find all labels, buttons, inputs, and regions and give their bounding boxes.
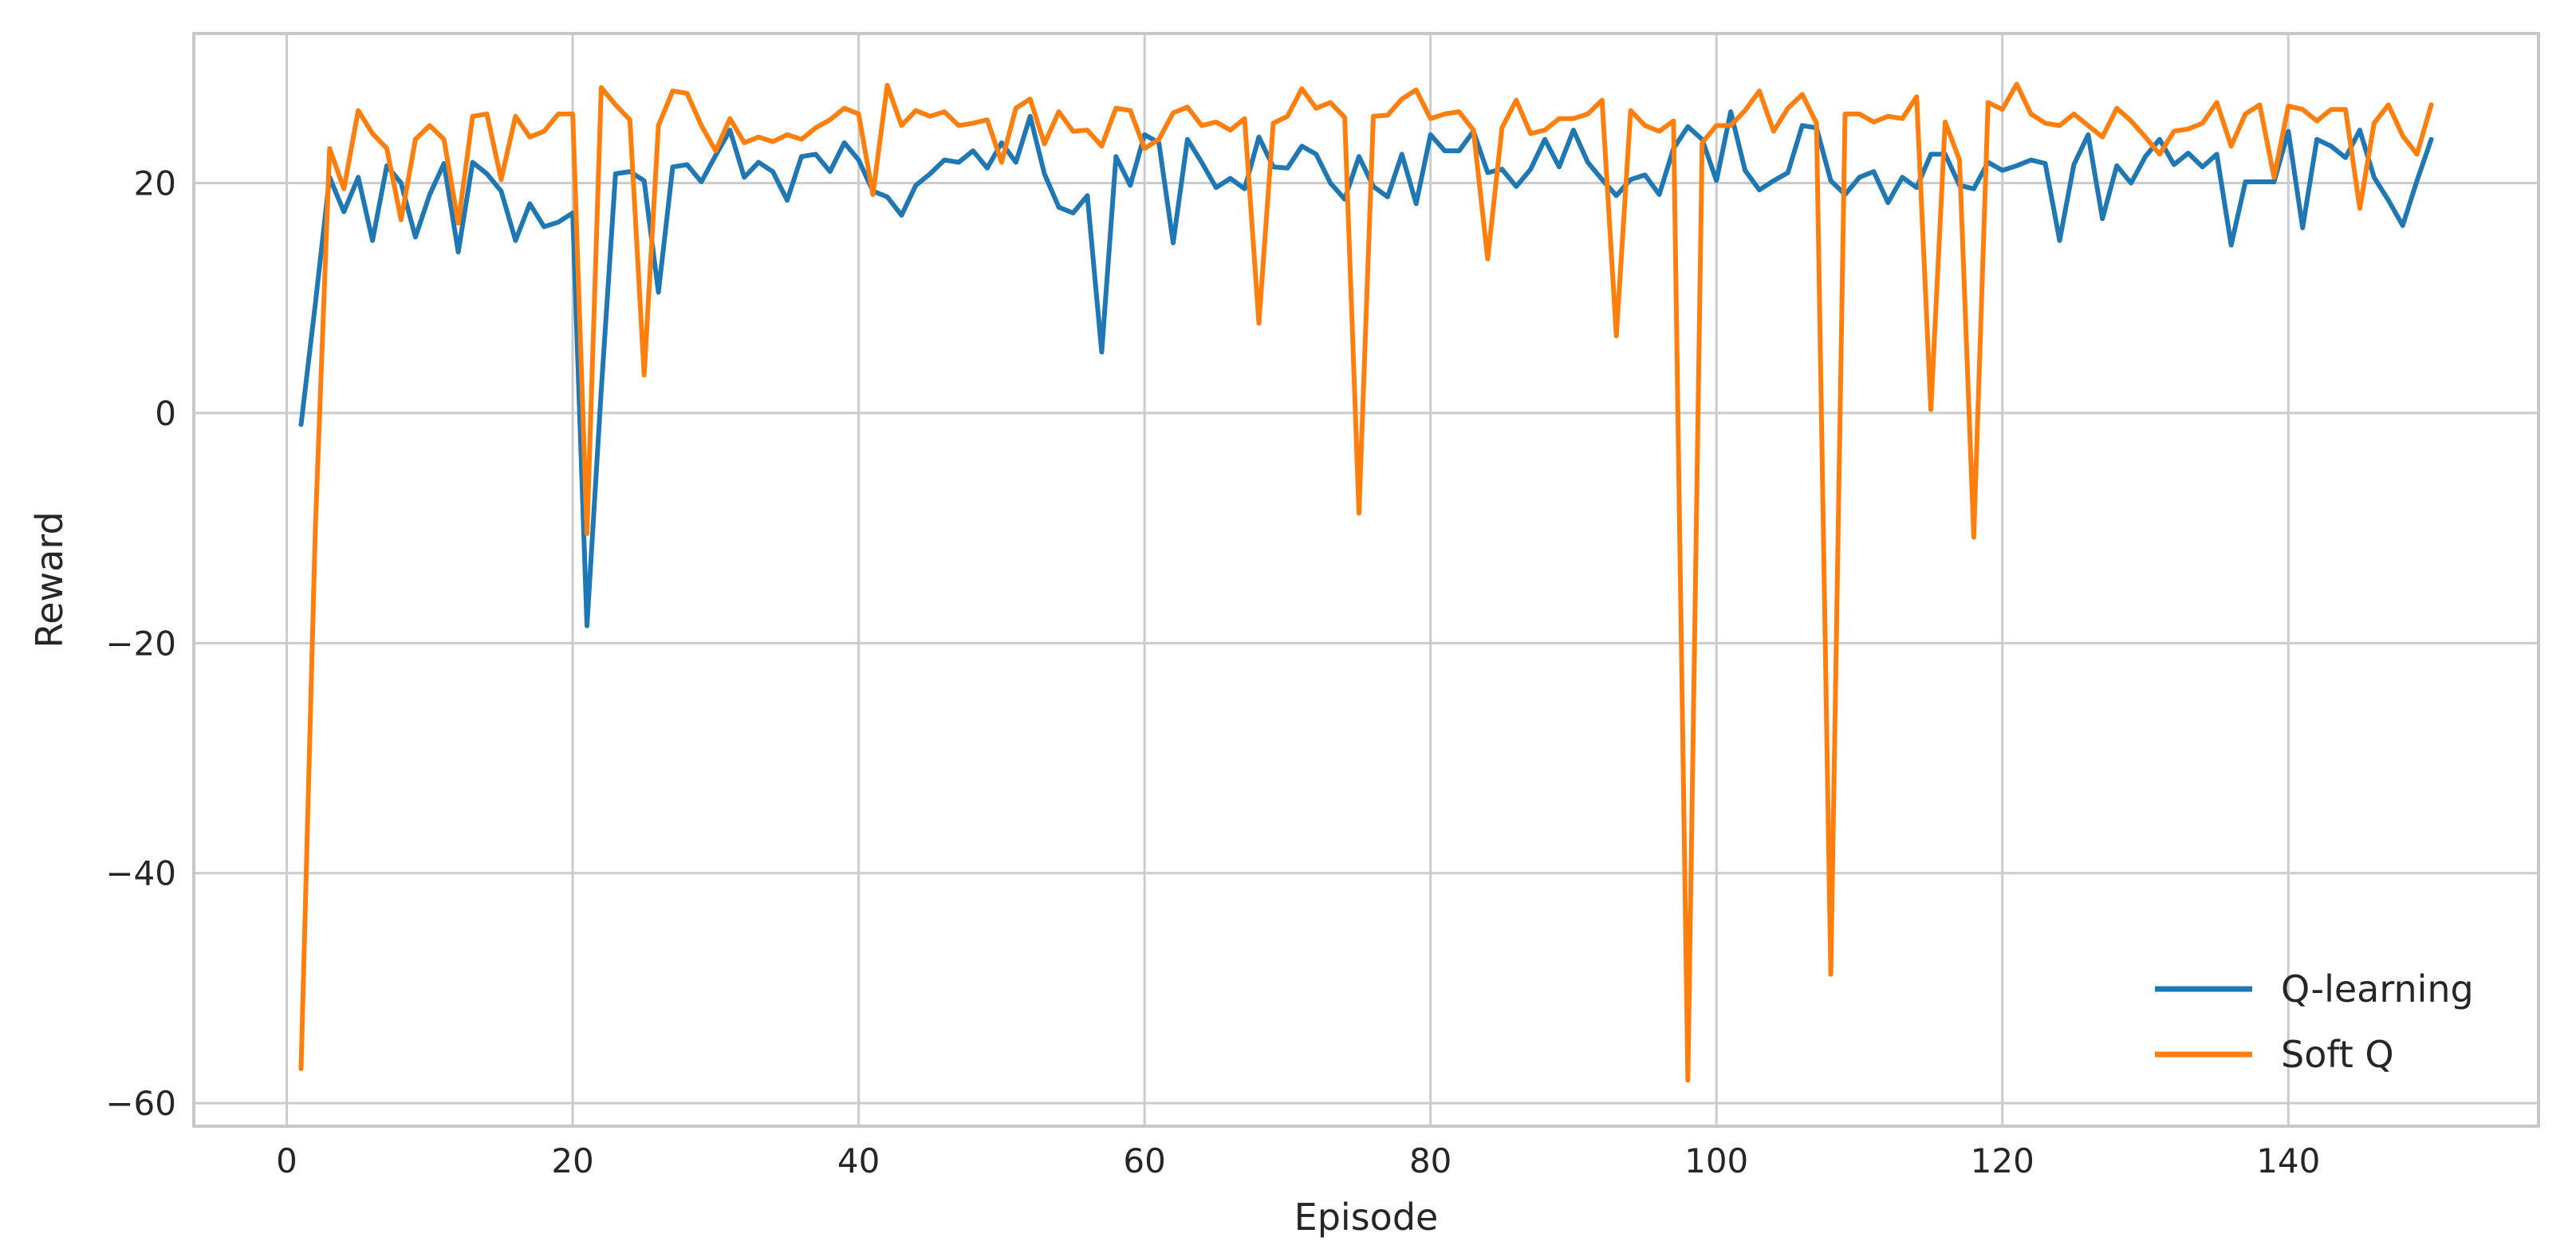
y-tick-label: −20 (105, 624, 176, 663)
series-layer (298, 81, 2434, 1083)
x-tick-label: 100 (1684, 1141, 1748, 1180)
legend-label: Q-learning (2281, 967, 2474, 1011)
y-tick-label: −60 (105, 1084, 176, 1123)
legend: Q-learning Soft Q (2155, 967, 2474, 1076)
legend-label: Soft Q (2281, 1033, 2394, 1076)
y-tick-label: −40 (105, 854, 176, 893)
x-axis-label: Episode (1294, 1196, 1439, 1239)
y-axis-label: Reward (28, 511, 71, 648)
x-tick-label: 60 (1123, 1141, 1165, 1180)
y-axis-ticks: −60 −40 −20 0 20 (105, 164, 176, 1123)
plot-area-frame (192, 32, 2540, 1128)
series-line-soft-q (298, 81, 2434, 1083)
y-tick-label: 20 (134, 164, 176, 203)
series-line-q-learning (298, 109, 2434, 628)
x-tick-label: 80 (1409, 1141, 1451, 1180)
x-tick-label: 20 (551, 1141, 593, 1180)
x-tick-label: 40 (837, 1141, 880, 1180)
x-axis-ticks: 0 20 40 60 80 100 120 140 (276, 1141, 2320, 1180)
y-tick-label: 0 (155, 394, 176, 433)
x-tick-label: 140 (2256, 1141, 2320, 1180)
grid-lines (194, 33, 2539, 1126)
x-tick-label: 0 (276, 1141, 297, 1180)
x-tick-label: 120 (1971, 1141, 2034, 1180)
